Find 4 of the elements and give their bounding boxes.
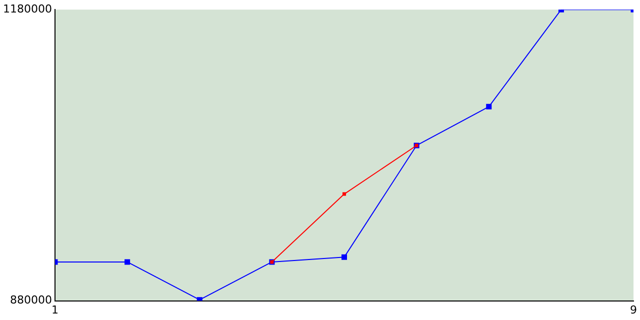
x-tick-label: 1 xyxy=(51,303,58,316)
y-tick-label: 1180000 xyxy=(2,2,52,16)
x-tick-label: 9 xyxy=(630,303,637,316)
y-tick-label: 880000 xyxy=(10,294,52,307)
